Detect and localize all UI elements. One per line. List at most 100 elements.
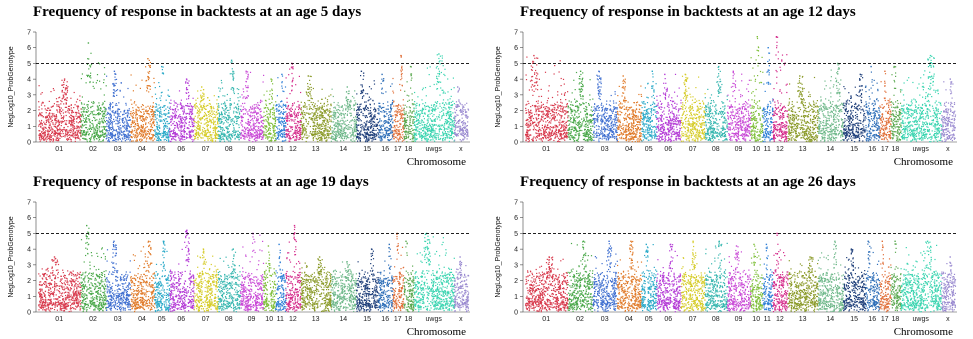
data-point bbox=[240, 105, 242, 107]
data-point bbox=[359, 105, 361, 107]
data-point bbox=[367, 128, 370, 131]
data-point bbox=[273, 111, 275, 113]
data-point bbox=[310, 113, 312, 115]
data-point bbox=[366, 116, 368, 118]
data-point bbox=[118, 126, 120, 128]
data-point bbox=[119, 115, 121, 118]
data-point bbox=[71, 111, 73, 113]
data-point bbox=[363, 95, 365, 97]
data-point bbox=[145, 66, 147, 68]
data-point bbox=[91, 120, 93, 122]
data-point bbox=[256, 133, 258, 135]
data-point bbox=[256, 113, 258, 115]
data-point bbox=[127, 112, 129, 114]
data-point bbox=[203, 135, 205, 137]
data-point bbox=[191, 117, 193, 119]
data-point bbox=[386, 134, 389, 136]
data-point bbox=[211, 136, 213, 138]
data-point bbox=[209, 120, 211, 122]
data-point bbox=[107, 121, 109, 123]
peak-point bbox=[63, 78, 66, 80]
data-point bbox=[365, 136, 368, 138]
data-point bbox=[45, 124, 47, 126]
data-point bbox=[69, 138, 71, 140]
data-point bbox=[83, 134, 85, 136]
data-point bbox=[160, 139, 162, 141]
data-point bbox=[230, 103, 232, 105]
data-point bbox=[324, 125, 326, 127]
data-point bbox=[142, 125, 144, 127]
data-point bbox=[360, 109, 362, 111]
data-point bbox=[106, 123, 108, 125]
data-point bbox=[207, 129, 209, 131]
data-point bbox=[169, 116, 171, 118]
data-point bbox=[126, 123, 128, 125]
data-point bbox=[377, 133, 379, 135]
data-point bbox=[158, 114, 161, 116]
data-point bbox=[365, 105, 367, 107]
data-point bbox=[371, 138, 373, 140]
data-point bbox=[181, 105, 183, 107]
data-point bbox=[128, 108, 130, 110]
data-point bbox=[92, 102, 94, 105]
data-point bbox=[309, 131, 312, 133]
data-point bbox=[303, 126, 305, 128]
data-point bbox=[336, 136, 338, 138]
data-point bbox=[200, 118, 202, 120]
data-point bbox=[269, 93, 271, 96]
data-point bbox=[327, 114, 330, 116]
data-point bbox=[181, 108, 183, 110]
data-point bbox=[212, 140, 214, 142]
data-point bbox=[336, 104, 338, 106]
data-point bbox=[237, 135, 240, 137]
data-point bbox=[178, 115, 180, 117]
data-point bbox=[55, 119, 57, 121]
data-point bbox=[201, 99, 203, 101]
data-point bbox=[340, 119, 342, 121]
data-point bbox=[268, 140, 270, 142]
data-point bbox=[191, 120, 193, 122]
data-point bbox=[318, 130, 320, 132]
data-point bbox=[336, 122, 338, 124]
data-point bbox=[165, 132, 167, 134]
data-point bbox=[317, 124, 319, 126]
data-point bbox=[112, 140, 114, 142]
data-point bbox=[254, 107, 256, 109]
data-point bbox=[175, 115, 177, 117]
data-point bbox=[286, 135, 288, 137]
data-point bbox=[55, 115, 57, 117]
data-point bbox=[351, 140, 353, 142]
data-point bbox=[309, 99, 311, 102]
data-point bbox=[153, 77, 155, 79]
data-point bbox=[78, 131, 80, 133]
data-point bbox=[235, 123, 237, 125]
data-point bbox=[289, 115, 291, 117]
data-point bbox=[285, 130, 287, 132]
data-point bbox=[258, 137, 260, 139]
data-point bbox=[64, 120, 66, 122]
data-point bbox=[188, 131, 190, 133]
data-point bbox=[170, 135, 173, 137]
data-point bbox=[212, 132, 214, 134]
data-point bbox=[289, 140, 291, 142]
data-point bbox=[290, 110, 292, 112]
data-point bbox=[337, 128, 339, 130]
data-point bbox=[307, 123, 310, 125]
data-point bbox=[116, 131, 118, 133]
data-point bbox=[252, 135, 254, 137]
data-point bbox=[233, 72, 235, 75]
data-point bbox=[287, 120, 289, 122]
data-point bbox=[161, 136, 163, 138]
data-point bbox=[132, 121, 134, 123]
data-point bbox=[334, 136, 336, 138]
data-point bbox=[60, 125, 62, 127]
data-point bbox=[202, 118, 204, 120]
data-point bbox=[193, 104, 196, 106]
data-point bbox=[201, 137, 203, 139]
data-point bbox=[297, 121, 299, 123]
data-point bbox=[157, 132, 159, 134]
data-point bbox=[127, 119, 129, 121]
data-point bbox=[74, 111, 76, 114]
data-point bbox=[167, 116, 169, 118]
data-point bbox=[85, 133, 87, 135]
